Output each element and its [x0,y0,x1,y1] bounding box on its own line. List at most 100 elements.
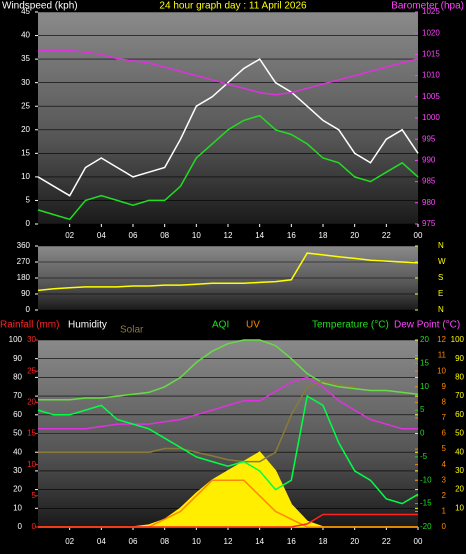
y-tick-label: E [438,289,443,298]
y-tick-label: 0 [420,429,425,438]
y-tick-label: 990 [422,156,436,165]
x-tick-label: 12 [224,537,233,546]
x-tick-label: 18 [319,537,328,546]
y-tick-label: 0 [442,522,447,531]
y-tick-label: -10 [420,475,432,484]
x-tick-label: 10 [192,231,201,240]
y-tick-label: 11 [438,351,447,360]
line [37,58,419,197]
y-tick-label: 10 [21,172,30,181]
x-tick-label: 04 [97,231,106,240]
x-tick-label: 20 [350,231,359,240]
y-tick-label: 3 [442,475,447,484]
x-tick-label: 22 [382,231,391,240]
y-tick-label: 12 [437,335,446,344]
x-tick-label: 00 [414,537,423,546]
y-tick-label: W [438,257,446,266]
x-tick-label: 12 [224,231,233,240]
y-tick-label: 90 [13,354,22,363]
y-tick-label: 180 [17,273,31,282]
y-tick-label: 7 [442,413,447,422]
y-tick-label: 1020 [422,28,440,37]
y-tick-label: 1 [442,507,447,516]
axis-label: Rainfall (mm) [0,320,59,331]
y-tick-label: 90 [21,289,30,298]
y-tick-label: 40 [21,31,30,40]
y-tick-label: 980 [422,198,436,207]
y-tick-label: 995 [422,134,436,143]
y-tick-label: 20 [21,125,30,134]
y-tick-label: 5 [420,405,425,414]
y-tick-label: 1005 [422,92,440,101]
y-tick-label: 20 [13,485,22,494]
y-tick-label: 0 [18,522,23,531]
x-tick-label: 10 [192,537,201,546]
y-tick-label: 8 [442,397,447,406]
y-tick-label: 35 [21,54,30,63]
y-tick-label: 10 [437,366,446,375]
y-tick-label: 50 [13,429,22,438]
y-tick-label: 60 [13,410,22,419]
y-tick-label: 2 [442,491,447,500]
x-tick-label: 06 [129,537,138,546]
x-tick-label: 08 [160,231,169,240]
y-tick-label: 0 [32,522,37,531]
y-tick-label: 80 [455,373,464,382]
y-tick-label: 985 [422,177,436,186]
axis-label: Barometer (hpa) [391,1,464,12]
line [37,114,419,221]
y-tick-label: N [438,241,444,250]
y-tick-label: 60 [455,410,464,419]
x-tick-label: 16 [287,231,296,240]
y-tick-label: 70 [455,391,464,400]
chart-title: 24 hour graph day : 11 April 2026 [159,1,307,12]
y-tick-label: 6 [442,429,447,438]
axis-label: Temperature (°C) [312,320,389,331]
x-tick-label: 20 [350,537,359,546]
y-tick-label: 15 [21,148,30,157]
y-tick-label: 5 [442,444,447,453]
x-tick-label: 02 [65,231,74,240]
y-tick-label: 70 [13,391,22,400]
y-tick-label: 100 [451,335,465,344]
y-tick-label: 30 [21,78,30,87]
y-tick-label: 4 [442,460,447,469]
y-tick-label: -20 [420,522,432,531]
plot-area [38,12,418,224]
y-tick-label: 30 [13,466,22,475]
line [38,380,355,463]
y-tick-label: S [438,273,443,282]
x-tick-label: 02 [65,537,74,546]
y-tick-label: 1010 [422,71,440,80]
x-tick-label: 00 [414,231,423,240]
y-tick-label: 30 [27,335,36,344]
y-tick-label: 1000 [422,113,440,122]
x-tick-label: 14 [255,231,264,240]
x-tick-label: 04 [97,537,106,546]
y-tick-label: 10 [27,460,36,469]
y-tick-label: 9 [442,382,447,391]
y-tick-label: 10 [455,503,464,512]
axis-label: UV [246,320,260,331]
y-tick-label: 30 [455,466,464,475]
axis-label: AQI [212,320,229,331]
y-tick-label: 90 [455,354,464,363]
y-tick-label: 20 [420,335,429,344]
y-tick-label: 20 [27,397,36,406]
y-tick-label: 20 [455,485,464,494]
y-tick-label: 5 [32,491,37,500]
y-tick-label: 1025 [422,7,440,16]
line [38,339,419,401]
y-tick-label: 25 [21,101,30,110]
axis-label: Dew Point (°C) [394,320,460,331]
x-tick-label: 16 [287,537,296,546]
y-tick-label: 360 [17,241,31,250]
y-tick-label: 40 [455,447,464,456]
y-tick-label: 5 [26,196,31,205]
y-tick-label: N [438,305,444,314]
y-tick-label: -5 [420,452,428,461]
y-tick-label: 25 [27,366,36,375]
y-tick-label: 15 [420,358,429,367]
y-tick-label: -15 [420,499,432,508]
y-tick-label: 100 [9,335,23,344]
